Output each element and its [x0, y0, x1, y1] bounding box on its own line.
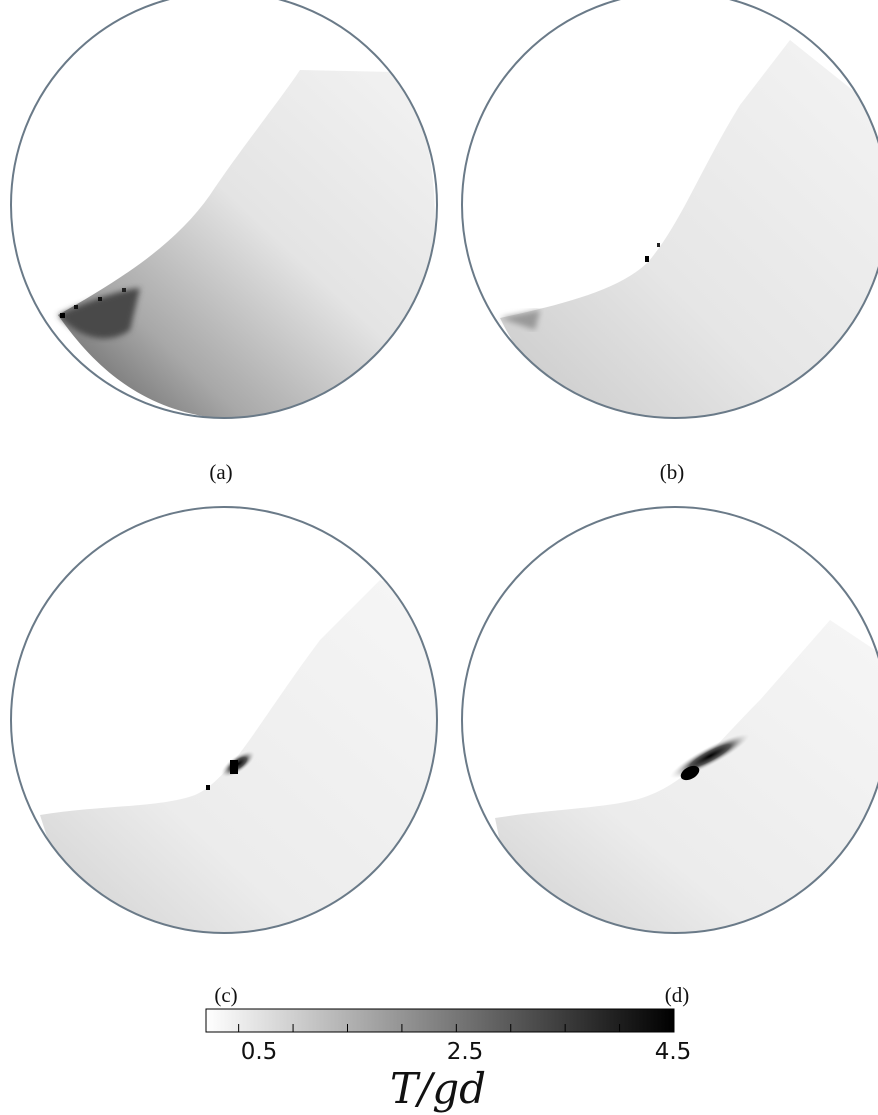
panel-d-boundary	[461, 506, 878, 934]
colorbar-title: T/gd	[390, 1064, 486, 1113]
panel-c: (c)	[10, 506, 438, 1007]
panel-a: (a)	[10, 0, 438, 484]
colorbar-tick-label-min: 0.5	[241, 1039, 278, 1065]
panel-d-field	[495, 620, 878, 933]
panel-c-boundary	[10, 506, 438, 934]
panel-a-field	[58, 70, 435, 418]
colorbar-tick-label-max: 4.5	[655, 1039, 692, 1065]
colorbar-gradient	[205, 1008, 675, 1033]
panel-b-boundary	[461, 0, 878, 419]
colorbar-ticks	[238, 1024, 621, 1032]
panel-c-label: (c)	[214, 983, 237, 1007]
panel-b-field	[500, 40, 878, 418]
panel-b-label: (b)	[660, 460, 685, 484]
panel-c-field	[40, 580, 437, 933]
panel-a-label: (a)	[209, 460, 232, 484]
panel-d: (d)	[461, 506, 878, 1007]
colorbar: 0.5 2.5 4.5 T/gd	[205, 1008, 692, 1113]
panel-a-boundary	[10, 0, 438, 419]
colorbar-tick-label-mid: 2.5	[447, 1039, 484, 1065]
panel-b: (b)	[461, 0, 878, 484]
panel-d-label: (d)	[665, 983, 690, 1007]
